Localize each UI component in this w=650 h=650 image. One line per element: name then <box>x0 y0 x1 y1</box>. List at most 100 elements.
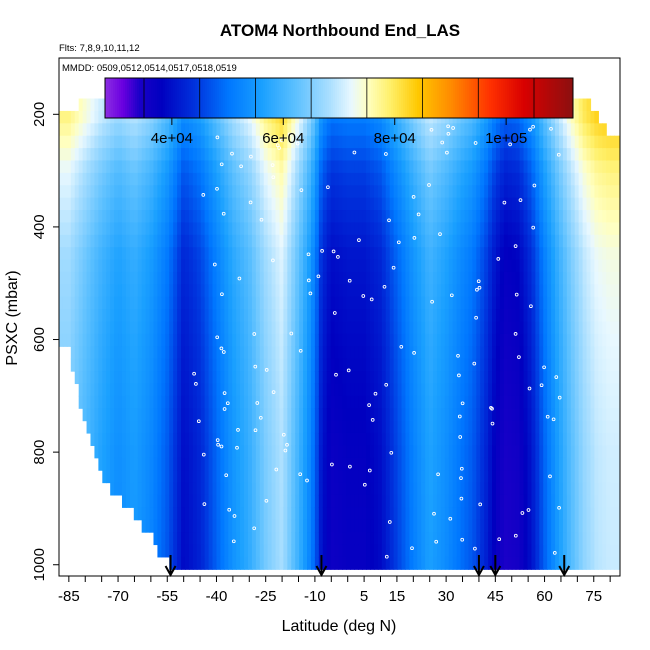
heatmap-cell <box>196 123 202 137</box>
heatmap-cell <box>381 532 387 546</box>
heatmap-cell <box>259 123 265 137</box>
heatmap-cell <box>212 123 218 137</box>
heatmap-cell <box>267 309 273 323</box>
heatmap-cell <box>492 544 497 558</box>
heatmap-cell <box>495 222 501 236</box>
heatmap-cell <box>484 544 489 558</box>
heatmap-cell <box>570 210 576 224</box>
heatmap-cell <box>413 408 418 422</box>
heatmap-cell <box>389 148 395 162</box>
heatmap-cell <box>562 185 568 199</box>
heatmap-cell <box>543 408 548 422</box>
heatmap-cell <box>255 494 261 508</box>
heatmap-cell <box>326 197 332 211</box>
heatmap-cell <box>370 333 375 347</box>
heatmap-cell <box>488 234 493 248</box>
heatmap-cell <box>421 296 426 310</box>
heatmap-cell <box>519 358 525 372</box>
heatmap-cell <box>377 185 383 199</box>
heatmap-cell <box>236 197 241 211</box>
heatmap-cell <box>121 395 127 409</box>
heatmap-cell <box>141 210 147 224</box>
heatmap-cell <box>488 519 493 533</box>
heatmap-cell <box>495 210 501 224</box>
heatmap-cell <box>303 544 308 558</box>
heatmap-cell <box>338 309 344 323</box>
heatmap-cell <box>283 247 288 261</box>
heatmap-cell <box>338 420 344 434</box>
heatmap-cell <box>558 321 564 335</box>
heatmap-cell <box>429 457 434 471</box>
heatmap-cell <box>275 222 281 236</box>
heatmap-cell <box>405 457 410 471</box>
heatmap-cell <box>460 247 466 261</box>
heatmap-cell <box>318 507 324 521</box>
heatmap-cell <box>358 544 363 558</box>
heatmap-cell <box>515 519 521 533</box>
heatmap-cell <box>507 383 513 397</box>
heatmap-cell <box>464 408 470 422</box>
heatmap-cell <box>531 482 536 496</box>
heatmap-cell <box>370 395 375 409</box>
heatmap-cell <box>224 346 229 360</box>
heatmap-cell <box>476 544 481 558</box>
heatmap-cell <box>141 185 147 199</box>
heatmap-cell <box>153 160 159 174</box>
heatmap-cell <box>472 271 477 285</box>
heatmap-cell <box>511 519 517 533</box>
heatmap-cell <box>503 296 509 310</box>
heatmap-cell <box>492 234 497 248</box>
heatmap-cell <box>184 358 190 372</box>
heatmap-cell <box>114 333 119 347</box>
heatmap-cell <box>165 210 170 224</box>
heatmap-cell <box>499 222 505 236</box>
heatmap-cell <box>196 358 202 372</box>
heatmap-cell <box>370 544 375 558</box>
heatmap-cell <box>86 210 92 224</box>
heatmap-cell <box>259 358 265 372</box>
heatmap-cell <box>476 383 481 397</box>
heatmap-cell <box>106 346 111 360</box>
heatmap-cell <box>173 494 178 508</box>
heatmap-cell <box>523 333 529 347</box>
heatmap-cell <box>389 432 395 446</box>
heatmap-cell <box>283 222 288 236</box>
heatmap-cell <box>110 420 115 434</box>
heatmap-cell <box>208 172 214 186</box>
heatmap-cell <box>307 383 312 397</box>
heatmap-cell <box>184 507 190 521</box>
heatmap-cell <box>220 234 225 248</box>
heatmap-cell <box>177 395 182 409</box>
heatmap-cell <box>543 296 548 310</box>
heatmap-cell <box>366 445 371 459</box>
heatmap-cell <box>322 172 328 186</box>
heatmap-cell <box>566 507 572 521</box>
heatmap-cell <box>460 519 466 533</box>
heatmap-cell <box>511 333 517 347</box>
heatmap-cell <box>362 358 367 372</box>
heatmap-cell <box>208 457 214 471</box>
heatmap-cell <box>495 358 501 372</box>
heatmap-cell <box>59 110 64 124</box>
heatmap-cell <box>499 532 505 546</box>
heatmap-cell <box>409 457 414 471</box>
heatmap-cell <box>244 507 249 521</box>
heatmap-cell <box>495 470 501 484</box>
heatmap-cell <box>539 284 544 298</box>
heatmap-cell <box>492 148 497 162</box>
heatmap-cell <box>94 197 99 211</box>
heatmap-cell <box>354 210 359 224</box>
heatmap-cell <box>275 185 281 199</box>
heatmap-cell <box>255 420 261 434</box>
heatmap-cell <box>373 160 379 174</box>
heatmap-cell <box>181 519 186 533</box>
heatmap-cell <box>125 210 131 224</box>
heatmap-cell <box>216 185 222 199</box>
heatmap-cell <box>287 532 292 546</box>
heatmap-cell <box>401 234 407 248</box>
heatmap-cell <box>448 346 454 360</box>
heatmap-cell <box>397 148 403 162</box>
heatmap-cell <box>334 507 340 521</box>
heatmap-cell <box>397 358 403 372</box>
heatmap-cell <box>137 346 143 360</box>
